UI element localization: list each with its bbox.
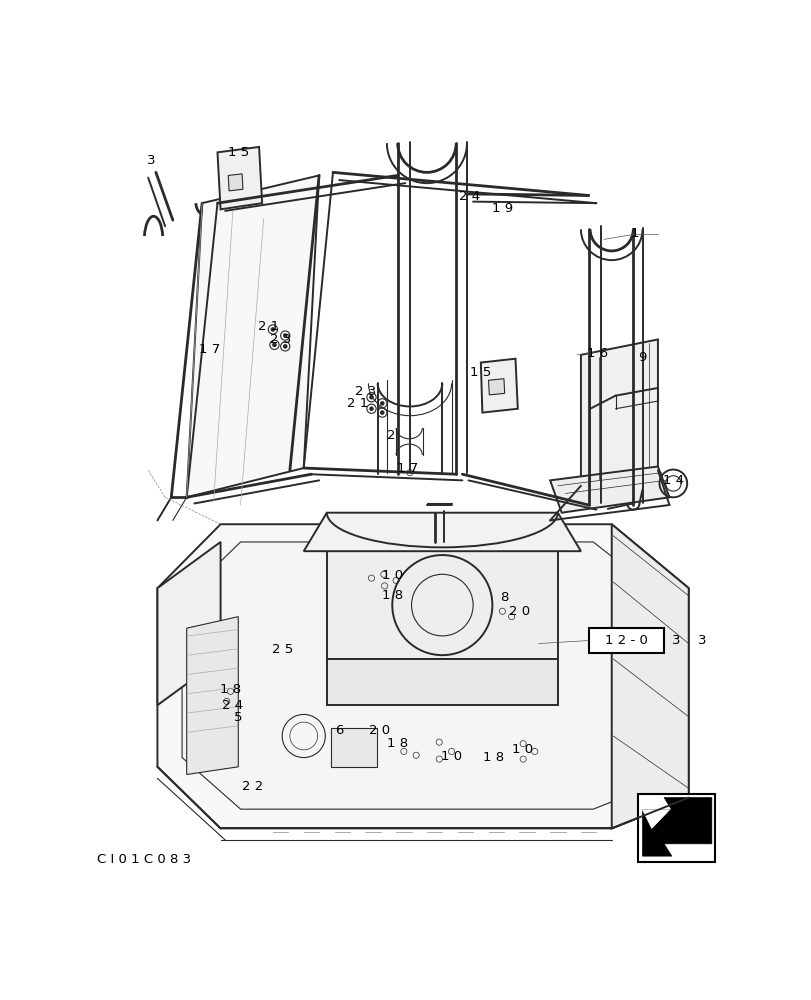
Text: 1 5: 1 5	[227, 146, 249, 159]
Polygon shape	[326, 542, 557, 659]
Text: 3: 3	[147, 154, 156, 167]
Text: 2 4: 2 4	[222, 699, 243, 712]
Polygon shape	[480, 359, 517, 413]
Circle shape	[369, 406, 373, 411]
Polygon shape	[580, 339, 657, 486]
Polygon shape	[611, 524, 688, 828]
Polygon shape	[157, 542, 221, 705]
Polygon shape	[187, 617, 238, 774]
Text: C I 0 1 C 0 8 3: C I 0 1 C 0 8 3	[97, 853, 191, 866]
Text: 1 9: 1 9	[491, 202, 513, 215]
Text: 2 0: 2 0	[508, 605, 530, 618]
Text: 2 3: 2 3	[270, 333, 291, 346]
Text: 1 8: 1 8	[482, 751, 503, 764]
Text: 3: 3	[672, 634, 680, 647]
Text: 2 4: 2 4	[459, 190, 480, 204]
Text: 1 5: 1 5	[470, 366, 491, 379]
Polygon shape	[187, 175, 319, 497]
Circle shape	[369, 395, 373, 400]
FancyBboxPatch shape	[588, 628, 663, 653]
Text: 1: 1	[630, 227, 638, 240]
Text: 1 0: 1 0	[511, 743, 532, 756]
Circle shape	[380, 410, 384, 415]
Text: 1 0: 1 0	[382, 569, 403, 582]
Polygon shape	[326, 659, 557, 705]
Text: 1 6: 1 6	[586, 347, 607, 360]
Text: 6: 6	[335, 724, 343, 737]
Text: 2: 2	[387, 429, 395, 442]
Polygon shape	[303, 513, 580, 551]
Circle shape	[272, 343, 277, 347]
Text: 1 8: 1 8	[387, 737, 408, 750]
Polygon shape	[217, 147, 262, 209]
Text: 1 4: 1 4	[662, 474, 683, 487]
Polygon shape	[228, 174, 242, 191]
Polygon shape	[550, 466, 668, 513]
Text: 1 8: 1 8	[381, 589, 402, 602]
Text: 2 2: 2 2	[241, 780, 263, 793]
Polygon shape	[330, 728, 376, 767]
Circle shape	[282, 333, 287, 338]
Text: 1 2 - 0: 1 2 - 0	[604, 634, 647, 647]
FancyBboxPatch shape	[637, 794, 714, 862]
Text: 2 5: 2 5	[272, 643, 294, 656]
Circle shape	[380, 401, 384, 406]
Text: 2 3: 2 3	[354, 385, 375, 398]
Polygon shape	[157, 524, 688, 828]
Circle shape	[270, 327, 275, 332]
Text: 5: 5	[234, 711, 242, 724]
Polygon shape	[488, 379, 504, 395]
Text: 3: 3	[697, 634, 706, 647]
Polygon shape	[326, 524, 557, 542]
Text: 8: 8	[499, 591, 508, 604]
Text: 1 7: 1 7	[199, 343, 220, 356]
Text: 2 1: 2 1	[258, 320, 279, 333]
Polygon shape	[642, 810, 668, 828]
Polygon shape	[182, 542, 665, 809]
Text: 1 7: 1 7	[397, 462, 418, 475]
Text: 1 0: 1 0	[440, 750, 461, 763]
Text: 2 1: 2 1	[346, 397, 368, 410]
Text: 1 8: 1 8	[220, 683, 241, 696]
Text: 2 0: 2 0	[368, 724, 389, 737]
Polygon shape	[642, 798, 711, 856]
Circle shape	[282, 344, 287, 349]
Text: 9: 9	[637, 351, 646, 364]
